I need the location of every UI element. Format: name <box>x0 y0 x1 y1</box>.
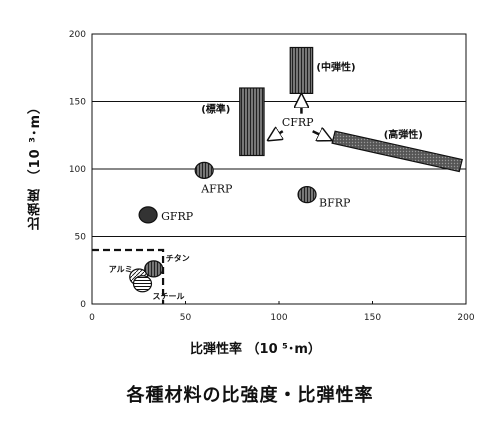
region-label: (標準) <box>201 102 230 115</box>
x-tick-label: 150 <box>364 313 381 323</box>
data-label: BFRP <box>319 197 351 210</box>
data-label: チタン <box>166 253 190 263</box>
x-axis-label: 比弾性率 （10 ⁵･m） <box>190 342 321 357</box>
data-point <box>132 275 153 293</box>
y-axis-label: 比強度 （10 ³･m） <box>28 100 43 230</box>
x-tick-label: 0 <box>89 313 95 323</box>
data-point <box>194 161 214 179</box>
arrow-left <box>270 131 283 139</box>
region-label: (中弾性) <box>316 60 355 73</box>
x-tick-label: 200 <box>457 313 474 323</box>
y-tick-label: 200 <box>69 30 86 40</box>
y-tick-label: 150 <box>69 98 86 108</box>
region-label: (高弾性) <box>384 128 423 141</box>
figure-caption: 各種材料の比強度・比弾性率 <box>126 385 374 406</box>
cfrp-label: CFRP <box>282 116 314 129</box>
metals-dashed-box <box>92 248 165 304</box>
data-point <box>138 206 158 224</box>
x-tick-label: 50 <box>180 313 192 323</box>
arrow-right <box>312 131 330 139</box>
y-tick-label: 0 <box>80 300 86 310</box>
data-label: AFRP <box>200 182 233 195</box>
data-label: アルミ <box>109 265 133 274</box>
data-label: GFRP <box>161 210 194 223</box>
data-point <box>144 260 164 278</box>
data-point <box>297 186 317 204</box>
y-tick-label: 100 <box>69 165 86 175</box>
y-tick-label: 50 <box>75 233 87 243</box>
data-label: スチール <box>152 292 184 301</box>
x-tick-label: 100 <box>270 313 287 323</box>
region-bar <box>239 87 265 157</box>
region-bar <box>289 46 314 95</box>
